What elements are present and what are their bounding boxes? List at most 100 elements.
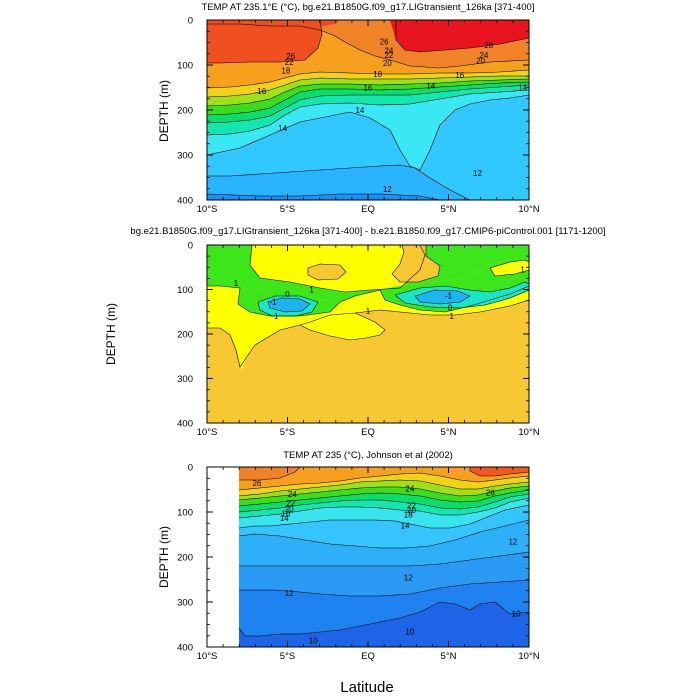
y-tick-label: 200 <box>177 106 193 117</box>
contour-label: 12 <box>473 169 482 178</box>
panel2-band-yellow-right <box>490 260 529 276</box>
panel1-band-warm-right <box>390 20 529 52</box>
contour-label: 14 <box>280 514 289 523</box>
contour-label: 1 <box>520 265 525 274</box>
y-tick-label: 200 <box>177 553 193 564</box>
panel2-contour-lines <box>207 245 529 368</box>
x-tick-label: 5°N <box>441 204 457 215</box>
panel2-title: bg.e21.B1850G.f09_g17.LIGtransient_126ka… <box>130 226 605 237</box>
contour-label: 18 <box>281 66 290 75</box>
y-tick-label: 400 <box>177 643 193 654</box>
panel1-axes-ticks: 10°S 5°S EQ 5°N 10°N 0 100 200 300 400 <box>177 16 540 216</box>
panel3-title: TEMP AT 235 (°C), Johnson et al (2002) <box>283 450 453 461</box>
contour-label: 22 <box>407 501 416 510</box>
contour-label: 14 <box>355 106 364 115</box>
x-tick-label: EQ <box>361 427 375 438</box>
contour-label: 10 <box>309 636 318 645</box>
contour-label: -1 <box>445 291 453 300</box>
contour-label: 26 <box>486 489 495 498</box>
panel2-blob-upper-mid <box>392 245 440 282</box>
contour-label: 20 <box>285 505 294 514</box>
x-axis-label: Latitude <box>340 679 393 696</box>
contour-label: 20 <box>476 57 485 66</box>
x-tick-label: 5°N <box>441 427 457 438</box>
panel3-ylabel: DEPTH (m) <box>157 526 171 588</box>
panel3-band-26 <box>239 467 529 490</box>
contour-label: 1 <box>449 312 454 321</box>
contour-label: 12 <box>383 185 392 194</box>
contour-label: 26 <box>286 52 295 61</box>
contour-label: 24 <box>479 51 488 60</box>
y-tick-label: 300 <box>177 151 193 162</box>
panel2-band-blue-left <box>268 298 310 312</box>
x-tick-label: 5°S <box>280 204 295 215</box>
panel1-contour-lines <box>207 20 529 200</box>
y-tick-label: 300 <box>177 598 193 609</box>
contour-label: 1 <box>366 307 371 316</box>
contour-label: 1 <box>309 286 314 295</box>
contour-label: -1 <box>269 298 277 307</box>
contour-label: 24 <box>405 485 414 494</box>
contour-label: 20 <box>407 506 416 515</box>
contour-label: 16 <box>455 71 464 80</box>
x-tick-label: EQ <box>361 204 375 215</box>
contour-label: 22 <box>285 58 294 67</box>
y-tick-label: 400 <box>177 419 193 430</box>
panel3-contour-lines <box>238 467 529 637</box>
x-tick-label: 10°N <box>518 651 539 662</box>
contour-label: 20 <box>383 59 392 68</box>
x-tick-label: 10°N <box>518 427 539 438</box>
y-tick-label: 200 <box>177 330 193 341</box>
contour-label: 1 <box>234 279 239 288</box>
contour-label: 26 <box>380 38 389 47</box>
y-tick-label: 100 <box>177 285 193 296</box>
panel1-band-warm-left <box>207 20 322 63</box>
x-tick-label: 5°S <box>280 651 295 662</box>
panel2-contour-labels: 10 111 011-1-1 <box>234 265 526 321</box>
panel2-plot: 10 111 011-1-1 10°S 5°S EQ 5°N 10°N01002003004… <box>177 241 540 439</box>
contour-label: 14 <box>278 124 287 133</box>
contour-label: 18 <box>373 70 382 79</box>
contour-label: 24 <box>288 490 297 499</box>
contour-label: 0 <box>448 303 453 312</box>
panel2-blob-upper-left <box>308 264 346 280</box>
panel2-band-blue-right <box>415 290 470 304</box>
contour-label: 0 <box>285 290 290 299</box>
panel2-ylabel: DEPTH (m) <box>104 303 118 365</box>
panel3-band-warm-right <box>470 467 529 476</box>
contour-label: 10 <box>512 609 521 618</box>
x-tick-label: 10°N <box>518 204 539 215</box>
panel3-axes-ticks: 10°S 5°S EQ 5°N 10°N 0 100 200 300 400 <box>177 463 540 663</box>
contour-label: 16 <box>281 509 290 518</box>
x-tick-label: 10°S <box>197 651 218 662</box>
y-tick-label: 0 <box>188 463 193 474</box>
contour-label: 28 <box>484 41 493 50</box>
y-tick-label: 0 <box>188 241 193 252</box>
contour-label: 12 <box>285 589 294 598</box>
panel2-band-neg <box>207 245 529 302</box>
contour-label: 14 <box>518 84 527 93</box>
y-tick-label: 0 <box>188 16 193 27</box>
x-tick-label: 5°S <box>280 427 295 438</box>
panel1-ylabel: DEPTH (m) <box>157 80 171 142</box>
contour-label: 12 <box>508 537 517 546</box>
y-tick-label: 300 <box>177 374 193 385</box>
contour-label: 16 <box>257 87 266 96</box>
contour-label: 26 <box>252 479 261 488</box>
x-tick-label: 5°N <box>441 651 457 662</box>
y-tick-label: 100 <box>177 61 193 72</box>
contour-label: 14 <box>426 81 435 90</box>
contour-label: 10 <box>405 627 414 636</box>
contour-label: 1 <box>274 312 279 321</box>
y-tick-label: 100 <box>177 508 193 519</box>
x-tick-label: 10°S <box>197 204 218 215</box>
panel3-band-28 <box>239 467 300 480</box>
contour-label: 16 <box>364 84 373 93</box>
contour-label: 24 <box>384 47 393 56</box>
x-tick-label: 10°S <box>197 427 218 438</box>
